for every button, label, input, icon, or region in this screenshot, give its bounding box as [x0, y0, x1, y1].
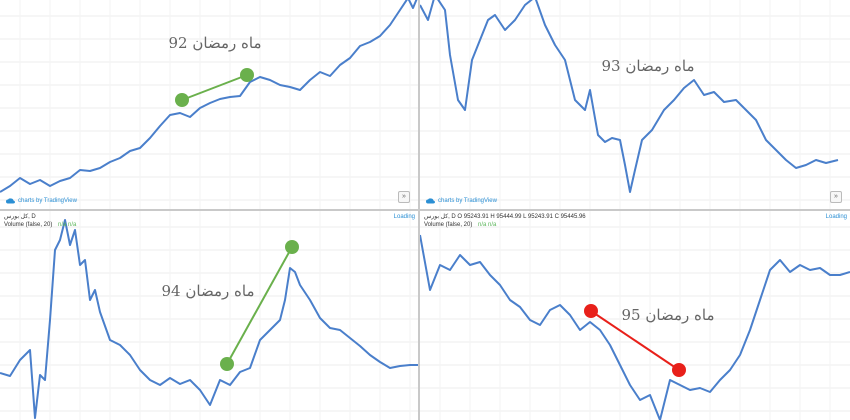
- chart-svg-93: ماه رمضان 93: [420, 0, 850, 209]
- branding-text: charts by TradingView: [18, 198, 77, 204]
- chart-svg-95: ماه رمضان 95: [420, 211, 850, 420]
- volume-value: n/a n/a: [478, 222, 497, 228]
- horizontal-divider[interactable]: [0, 209, 850, 211]
- volume-legend: Volume (false, 20) n/a n/a: [4, 222, 76, 228]
- loading-indicator: Loading: [393, 214, 415, 220]
- volume-legend: Volume (false, 20) n/a n/a: [424, 222, 586, 228]
- price-line: [420, 0, 839, 193]
- symbol-label[interactable]: کل بورس, D: [4, 214, 36, 220]
- ramadan-label: ماه رمضان 95: [622, 306, 715, 324]
- cloud-icon: [426, 198, 435, 204]
- scroll-to-end-button[interactable]: »: [830, 191, 842, 203]
- trend-line[interactable]: [181, 74, 248, 101]
- trend-end-point[interactable]: [672, 363, 686, 377]
- ramadan-label: ماه رمضان 92: [169, 34, 262, 52]
- chart-panel-93: ماه رمضان 93 charts by TradingView »: [420, 0, 850, 209]
- grid: [0, 211, 418, 420]
- tradingview-branding[interactable]: charts by TradingView: [6, 198, 77, 204]
- chart-svg-92: ماه رمضان 92: [0, 0, 418, 209]
- volume-label: Volume (false, 20): [4, 222, 53, 228]
- trend-line[interactable]: [590, 310, 680, 371]
- chart-panel-92: ماه رمضان 92 charts by TradingView »: [0, 0, 418, 209]
- trend-end-point[interactable]: [240, 68, 254, 82]
- scroll-to-end-button[interactable]: »: [398, 191, 410, 203]
- tradingview-branding[interactable]: charts by TradingView: [426, 198, 497, 204]
- legend-header: کل بورس, D Volume (false, 20) n/a n/a: [4, 213, 76, 228]
- trend-line[interactable]: [226, 246, 293, 365]
- chart-svg-94: ماه رمضان 94: [0, 211, 418, 420]
- cloud-icon: [6, 198, 15, 204]
- volume-label: Volume (false, 20): [424, 222, 473, 228]
- chart-panel-94: ماه رمضان 94 کل بورس, D Volume (false, 2…: [0, 211, 418, 420]
- trend-start-point[interactable]: [220, 357, 234, 371]
- price-line: [0, 219, 418, 419]
- trend-start-point[interactable]: [175, 93, 189, 107]
- grid: [420, 211, 850, 420]
- volume-value: n/a n/a: [58, 222, 77, 228]
- branding-text: charts by TradingView: [438, 198, 497, 204]
- symbol-label[interactable]: کل بورس, D: [424, 214, 456, 220]
- ohlc-values: O 95243.91 H 95444.99 L 95243.91 C 95445…: [457, 214, 586, 220]
- price-line: [420, 234, 850, 420]
- ramadan-label: ماه رمضان 94: [162, 282, 255, 300]
- ramadan-label: ماه رمضان 93: [602, 57, 695, 75]
- trend-start-point[interactable]: [584, 304, 598, 318]
- chart-panel-95: ماه رمضان 95 کل بورس, D O 95243.91 H 954…: [420, 211, 850, 420]
- grid: [420, 0, 850, 209]
- loading-indicator: Loading: [825, 214, 847, 220]
- legend-header: کل بورس, D O 95243.91 H 95444.99 L 95243…: [424, 213, 586, 228]
- price-line: [0, 0, 418, 193]
- trend-end-point[interactable]: [285, 240, 299, 254]
